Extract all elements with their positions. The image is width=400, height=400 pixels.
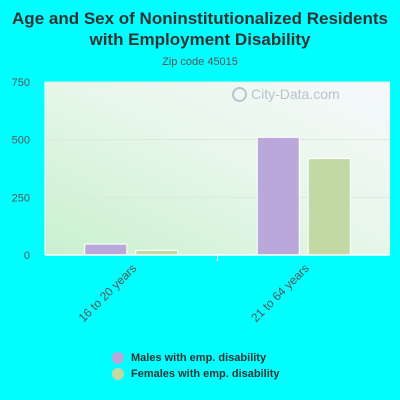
legend-label-females: Females with emp. disability bbox=[131, 368, 280, 380]
chart-subtitle: Zip code 45015 bbox=[162, 56, 238, 68]
y-tick-label: 500 bbox=[12, 135, 30, 147]
chart-title: Age and Sex of Noninstitutionalized Resi… bbox=[12, 9, 388, 49]
bar-females-1[interactable] bbox=[307, 158, 351, 256]
bar-males-0[interactable] bbox=[84, 243, 128, 256]
legend-item-males: Males with emp. disability bbox=[112, 350, 280, 366]
watermark: City-Data.com bbox=[232, 86, 340, 102]
legend-label-males: Males with emp. disability bbox=[131, 352, 267, 364]
watermark-text: City-Data.com bbox=[251, 86, 340, 102]
bar-males-1[interactable] bbox=[256, 136, 300, 256]
magnifier-icon bbox=[232, 86, 247, 102]
legend-swatch-females bbox=[112, 368, 124, 380]
x-tick-label: 21 to 64 years bbox=[248, 261, 312, 325]
legend-item-females: Females with emp. disability bbox=[112, 366, 280, 382]
y-tick-label: 250 bbox=[12, 192, 30, 204]
y-tick-label: 0 bbox=[24, 250, 30, 262]
legend-swatch-males bbox=[112, 352, 124, 364]
y-tick-label: 750 bbox=[12, 77, 30, 89]
x-tick-label: 16 to 20 years bbox=[76, 261, 140, 325]
legend: Males with emp. disability Females with … bbox=[112, 350, 280, 382]
